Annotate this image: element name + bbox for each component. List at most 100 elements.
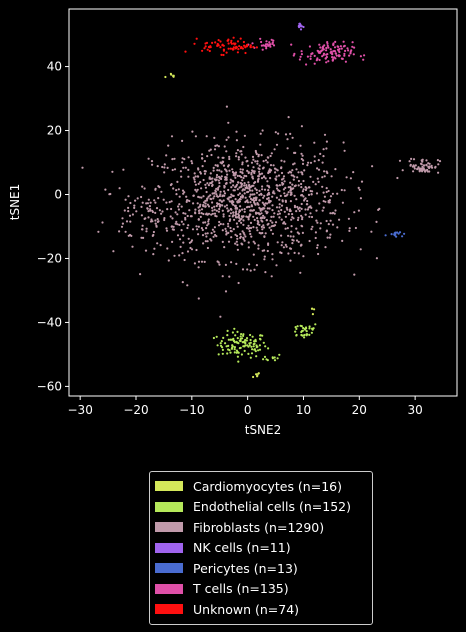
- data-point: [146, 207, 149, 210]
- data-point: [286, 227, 289, 230]
- legend-item: NK cells (n=11): [150, 538, 372, 559]
- data-point: [234, 171, 238, 174]
- data-point: [212, 169, 215, 172]
- data-point: [262, 160, 265, 163]
- data-point: [222, 164, 225, 167]
- data-point: [266, 207, 269, 210]
- data-point: [300, 53, 303, 56]
- data-point: [224, 227, 227, 230]
- data-point: [239, 335, 242, 338]
- data-point: [234, 42, 237, 45]
- data-point: [317, 50, 320, 53]
- data-point: [187, 156, 190, 159]
- data-point: [242, 345, 245, 348]
- data-point: [289, 200, 292, 203]
- data-point: [283, 160, 286, 163]
- data-point: [331, 56, 334, 59]
- data-point: [268, 207, 271, 210]
- data-point: [238, 45, 241, 48]
- data-point: [202, 204, 205, 207]
- data-point: [154, 211, 157, 214]
- data-point: [234, 233, 237, 236]
- data-point: [249, 333, 252, 337]
- data-point: [150, 218, 153, 221]
- data-point: [270, 275, 273, 278]
- data-point: [256, 162, 259, 165]
- data-point: [231, 346, 234, 349]
- data-point: [154, 201, 157, 204]
- data-point: [313, 54, 316, 58]
- data-point: [170, 200, 173, 203]
- data-point: [293, 175, 296, 178]
- data-point: [242, 219, 245, 222]
- data-point: [301, 171, 304, 174]
- data-point: [272, 215, 275, 218]
- data-point: [268, 43, 271, 46]
- data-point: [260, 177, 264, 180]
- data-point: [300, 214, 303, 217]
- data-point: [321, 209, 324, 212]
- data-point: [287, 186, 290, 189]
- data-point: [305, 330, 308, 333]
- data-point: [255, 355, 258, 358]
- data-point: [251, 193, 254, 196]
- data-point: [121, 222, 124, 225]
- data-point: [200, 227, 203, 230]
- data-point: [178, 223, 181, 226]
- data-point: [359, 197, 362, 200]
- data-point: [319, 222, 322, 225]
- data-point: [243, 233, 246, 236]
- data-point: [241, 168, 244, 171]
- data-point: [300, 325, 303, 328]
- data-point: [216, 188, 220, 191]
- data-point: [252, 166, 255, 169]
- data-point: [227, 121, 230, 124]
- legend-swatch: [155, 604, 183, 615]
- data-point: [186, 199, 189, 202]
- data-point: [261, 220, 264, 223]
- data-point: [202, 195, 205, 198]
- data-point: [211, 183, 214, 187]
- data-point: [223, 184, 226, 188]
- data-point: [337, 54, 341, 57]
- data-point: [245, 184, 248, 187]
- data-point: [206, 246, 209, 250]
- data-point: [294, 326, 297, 329]
- data-point: [322, 148, 325, 151]
- data-point: [141, 185, 144, 188]
- data-point: [297, 184, 300, 187]
- data-point: [244, 344, 247, 347]
- data-point: [306, 203, 309, 206]
- data-point: [146, 202, 149, 205]
- data-point: [240, 215, 243, 218]
- data-point: [245, 206, 249, 209]
- data-point: [340, 57, 343, 60]
- data-point: [363, 54, 366, 57]
- data-point: [208, 49, 211, 53]
- data-point: [245, 185, 248, 189]
- data-point: [338, 218, 341, 221]
- data-point: [329, 233, 332, 236]
- data-point: [202, 212, 205, 216]
- data-point: [244, 341, 247, 344]
- data-point: [241, 189, 244, 192]
- data-point: [183, 191, 186, 194]
- data-point: [196, 228, 199, 231]
- data-point: [299, 28, 303, 31]
- data-point: [313, 141, 316, 144]
- data-point: [228, 200, 231, 203]
- data-point: [317, 252, 320, 256]
- data-point: [300, 193, 304, 197]
- data-point: [259, 143, 262, 146]
- data-point: [244, 338, 247, 342]
- legend-swatch: [155, 583, 183, 594]
- data-point: [343, 189, 346, 192]
- data-point: [284, 215, 287, 218]
- data-point: [297, 252, 300, 255]
- data-point: [128, 214, 132, 217]
- data-point: [151, 209, 154, 212]
- data-point: [241, 208, 244, 211]
- data-point: [292, 178, 295, 181]
- data-point: [245, 227, 249, 230]
- data-point: [232, 184, 235, 187]
